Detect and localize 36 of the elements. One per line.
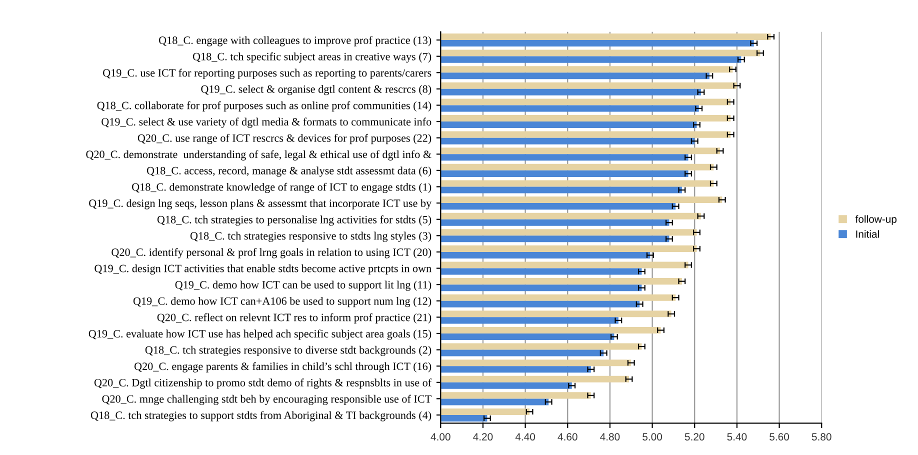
x-tick-label: 5.80 bbox=[812, 433, 832, 441]
x-tick-label: 5.20 bbox=[684, 433, 704, 441]
y-tick-label: Q18_C. demonstrate knowledge of range of ICT to engage stdts (1) bbox=[132, 182, 432, 194]
y-tick-label: Q20_C. use range of ICT rescrcs & devices for prof purposes (22) bbox=[138, 134, 432, 144]
y-tick-label: Q18_C. tch strategies responsive to diverse stdt backgrounds (2) bbox=[145, 346, 432, 356]
x-tick-label: 4.40 bbox=[515, 433, 536, 441]
y-tick-label: Q18_C. tch strategies responsive to stdts lng styles (3) bbox=[190, 232, 432, 242]
legend-label: Initial bbox=[856, 230, 879, 238]
y-tick-label: Q20_C. engage parents & families in child’s schl through ICT (16) bbox=[134, 362, 432, 372]
x-tick-label: 4.20 bbox=[473, 433, 493, 441]
y-tick-label: Q18_C. tch strategies to personalise lng activities for stdts (5) bbox=[157, 215, 432, 226]
y-tick-label: Q20_C. identify personal & prof lrng goals in relation to using ICT (20) bbox=[112, 248, 432, 258]
y-tick-label: Q19_C. design ICT activities that enable stdts become active prtcpts in own bbox=[94, 264, 432, 275]
y-tick-label: Q19_C. demo how ICT can be used to support lit lng (11) bbox=[175, 280, 432, 291]
x-tick-label: 4.80 bbox=[600, 433, 620, 441]
y-tick-label: Q18_C. tch specific subject areas in creative ways (7) bbox=[192, 52, 432, 63]
y-tick-label: Q20_C. reflect on relevnt ICT res to inform prof practice (21) bbox=[157, 313, 432, 324]
y-tick-label: Q19_C. evaluate how ICT use has helped ach specific subject area goals (15) bbox=[88, 330, 432, 340]
y-tick-label: Q19_C. select & organise dgtl content & rescrcs (8) bbox=[201, 85, 432, 96]
y-tick-label: Q18_C. engage with colleagues to improve prof practice (13) bbox=[159, 36, 432, 46]
x-tick-label: 5.00 bbox=[642, 433, 662, 441]
y-tick-label: Q18_C. access, record, manage & analyse stdt assessmt data (6) bbox=[146, 166, 432, 177]
y-tick-label: Q19_C. design lng seqs, lesson plans & assessmt that incorporate ICT use by bbox=[89, 199, 432, 210]
y-tick-label: Q19_C. use ICT for reporting purposes such as reporting to parents/carers bbox=[103, 68, 432, 79]
x-tick-label: 5.60 bbox=[770, 433, 790, 441]
x-tick-label: 5.40 bbox=[727, 433, 747, 441]
y-tick-label: Q19_C. select & use variety of dgtl media & formats to communicate info bbox=[102, 118, 432, 128]
y-tick-label: Q18_C. collaborate for prof purposes such as online prof communities (14) bbox=[97, 101, 432, 112]
x-tick-label: 4.60 bbox=[558, 433, 578, 441]
y-tick-label: Q20_C. demonstrate understanding of safe, legal & ethical use of dgtl info & bbox=[86, 150, 432, 160]
y-tick-label: Q20_C. Dgtl citizenship to promo stdt demo of rights & respnsblts in use of bbox=[94, 378, 432, 389]
x-tick-label: 4.00 bbox=[430, 433, 450, 441]
legend-label: follow-up bbox=[855, 215, 897, 225]
y-tick-label: Q18_C. tch strategies to support stdts from Aboriginal & TI backgrounds (4) bbox=[90, 411, 432, 422]
y-tick-label: Q19_C. demo how ICT can+A106 be used to support num lng (12) bbox=[133, 297, 432, 308]
y-tick-label: Q20_C. mnge challenging stdt beh by encouraging responsible use of ICT bbox=[102, 394, 432, 406]
